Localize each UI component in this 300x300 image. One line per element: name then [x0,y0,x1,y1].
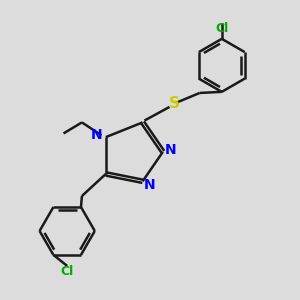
Text: S: S [168,97,179,112]
Text: Cl: Cl [215,22,228,35]
Text: N: N [143,178,155,192]
Text: N: N [164,143,176,157]
Text: N: N [91,128,102,142]
Text: Cl: Cl [61,265,74,278]
